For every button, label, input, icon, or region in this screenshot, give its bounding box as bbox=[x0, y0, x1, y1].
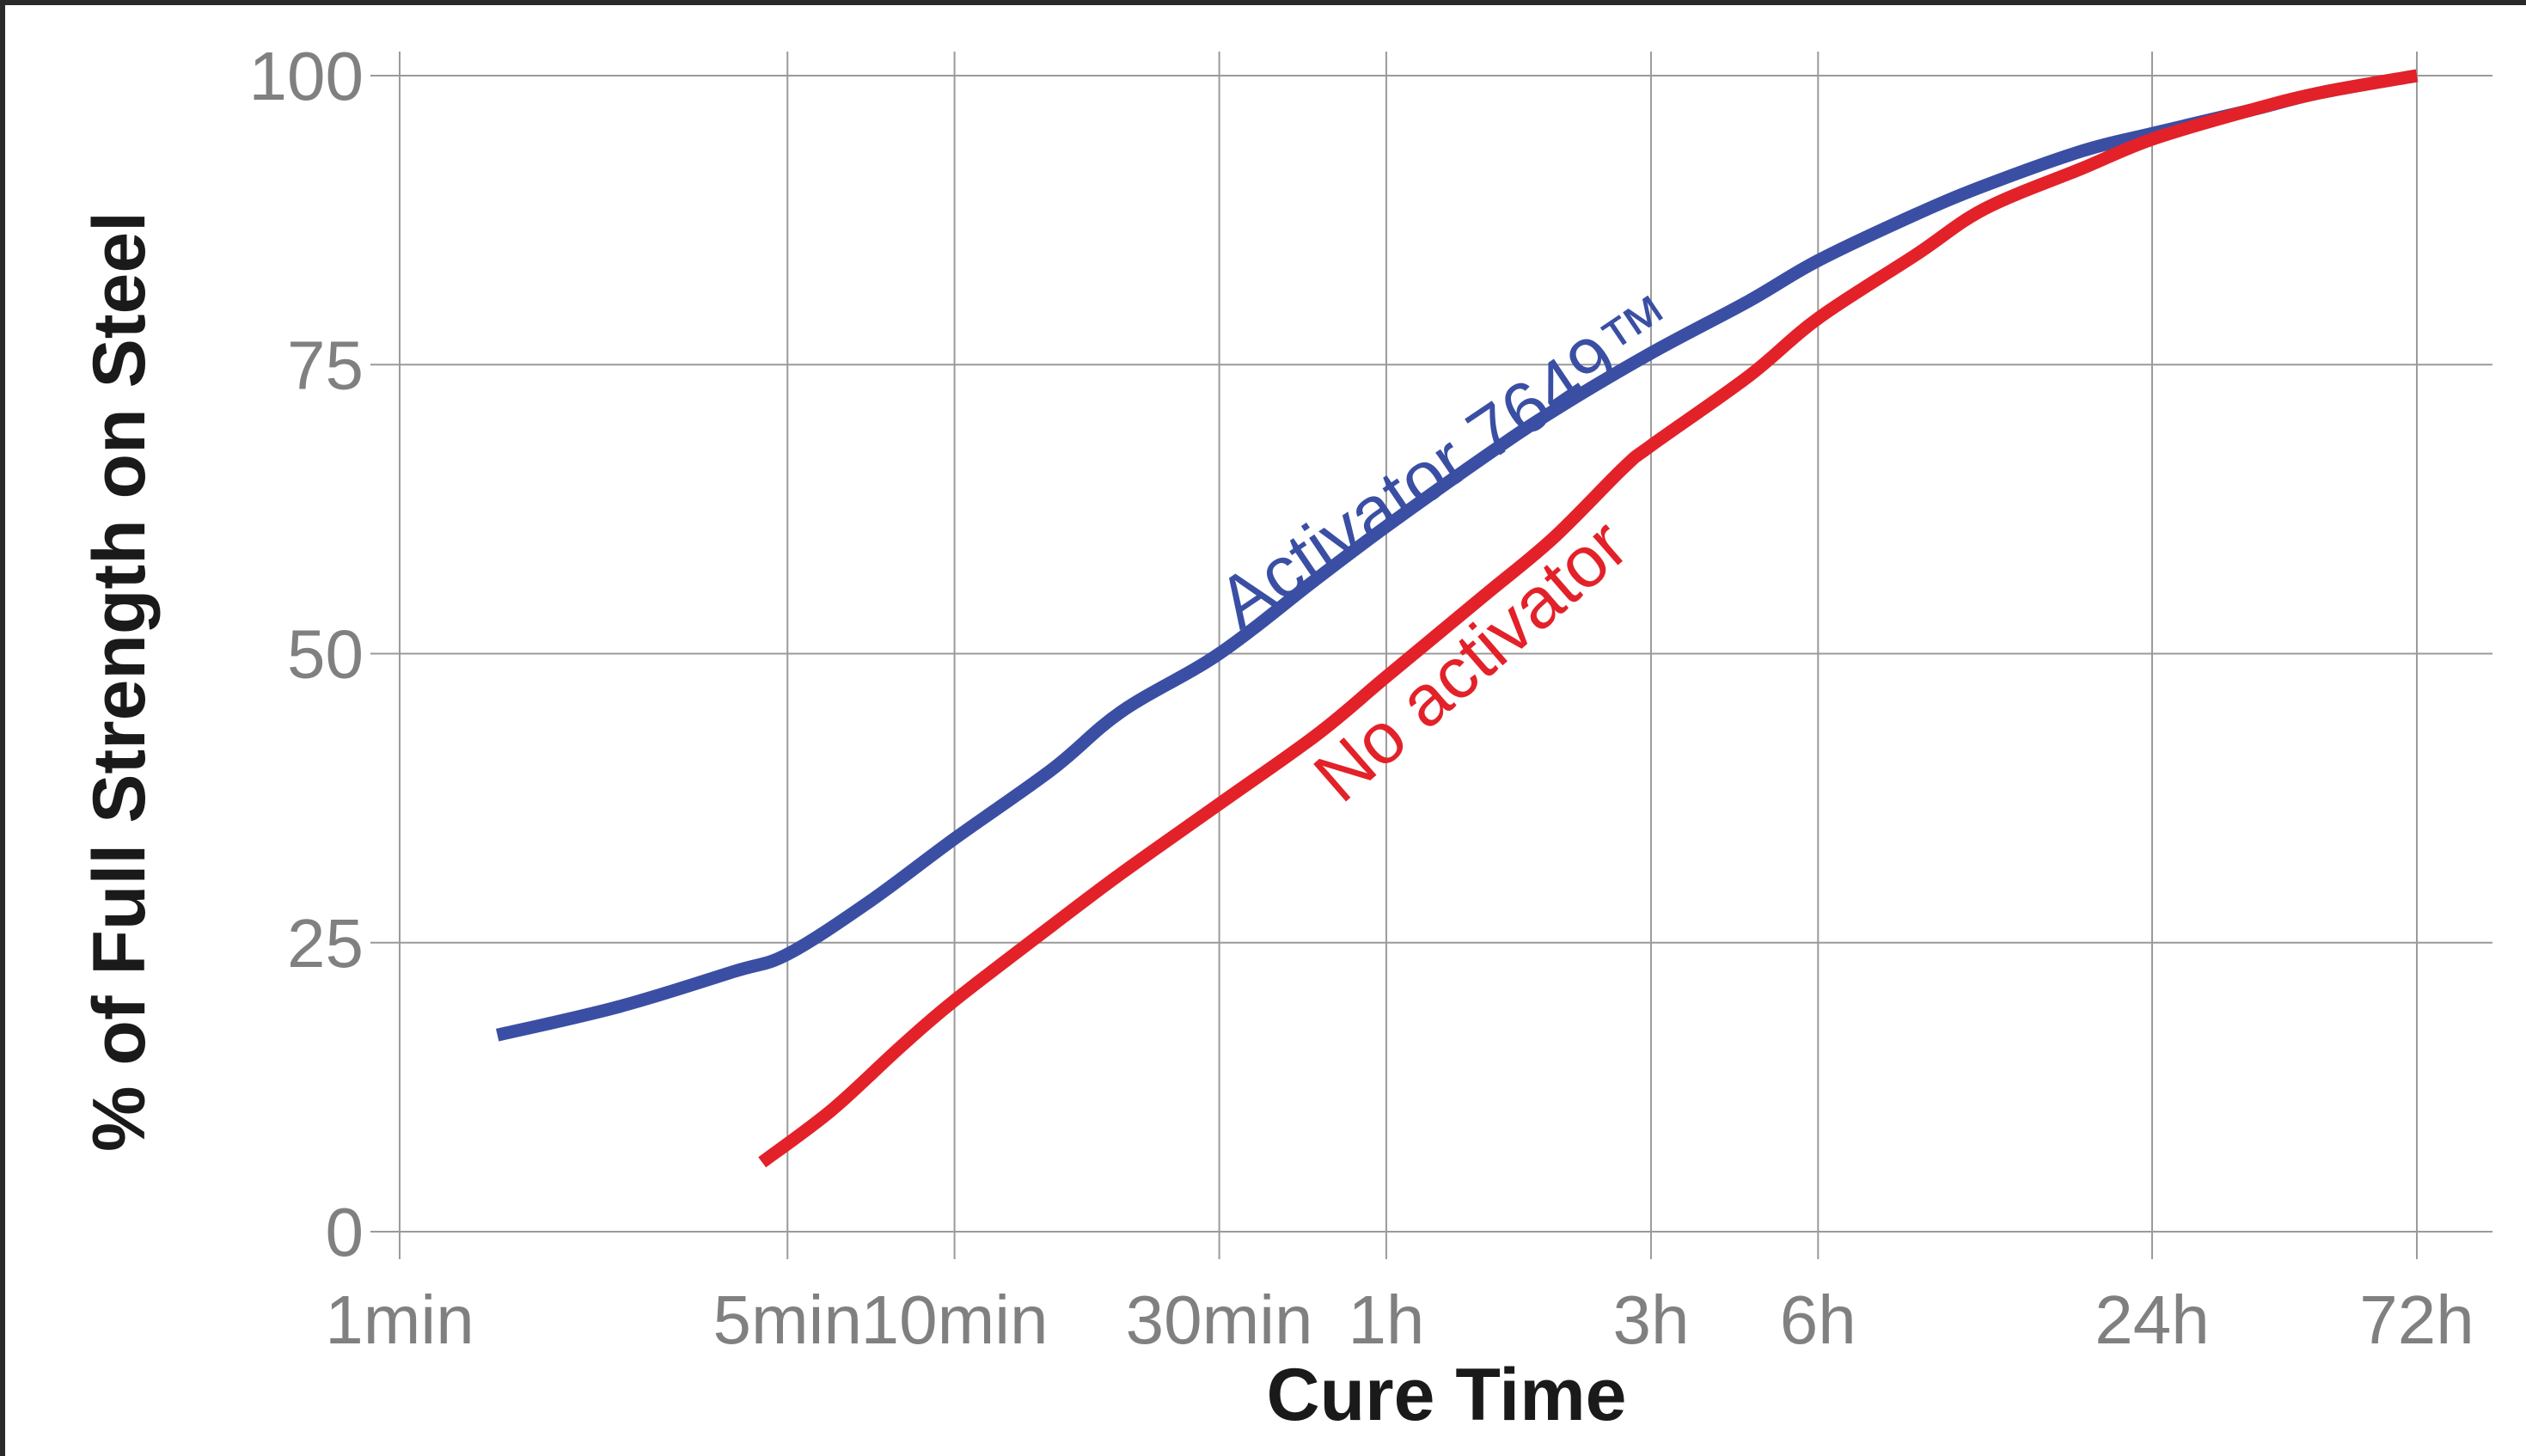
y-tick-label: 25 bbox=[287, 905, 364, 982]
grid-lines bbox=[370, 52, 2492, 1259]
y-tick-label: 75 bbox=[287, 327, 364, 403]
x-axis-title: Cure Time bbox=[1267, 1354, 1627, 1436]
y-tick-label: 50 bbox=[287, 616, 364, 693]
y-tick-label: 100 bbox=[249, 38, 364, 114]
x-tick-label: 72h bbox=[2359, 1282, 2474, 1358]
x-tick-label: 10min bbox=[861, 1282, 1049, 1358]
x-tick-label: 1min bbox=[325, 1282, 474, 1358]
x-tick-label: 3h bbox=[1612, 1282, 1689, 1358]
x-tick-label: 30min bbox=[1126, 1282, 1313, 1358]
x-tick-label: 1h bbox=[1348, 1282, 1424, 1358]
y-axis-title: % of Full Strength on Steel bbox=[78, 211, 161, 1152]
x-tick-label: 24h bbox=[2095, 1282, 2209, 1358]
x-tick-label: 5min bbox=[713, 1282, 862, 1358]
series-line-1 bbox=[758, 69, 2419, 1168]
series-label-activator: Activator 7649™ bbox=[1203, 278, 1691, 643]
series-line-0 bbox=[495, 69, 2419, 1042]
y-tick-label: 0 bbox=[326, 1194, 364, 1270]
x-tick-label: 6h bbox=[1780, 1282, 1856, 1358]
series-lines bbox=[495, 69, 2419, 1168]
